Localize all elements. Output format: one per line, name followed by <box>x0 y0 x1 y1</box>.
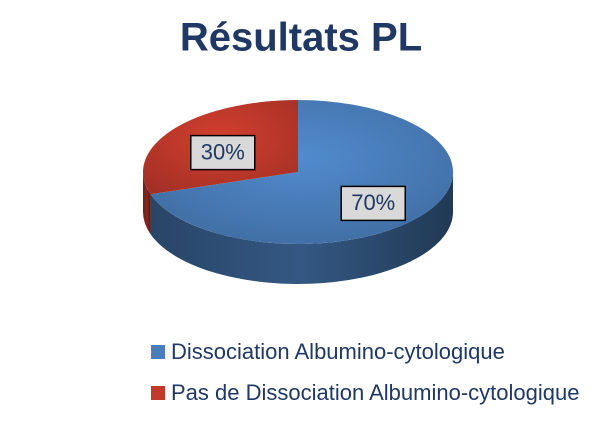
label-box <box>340 185 406 222</box>
chart-title: Résultats PL <box>180 16 422 60</box>
legend-swatch <box>151 345 165 359</box>
slice-side <box>143 172 151 235</box>
legend-swatch <box>151 386 165 400</box>
label-box <box>190 134 256 171</box>
data-label: 30% <box>201 139 245 164</box>
data-label: 70% <box>351 190 395 215</box>
legend-label: Pas de Dissociation Albumino-cytologique <box>171 380 579 405</box>
legend-label: Dissociation Albumino-cytologique <box>171 339 505 364</box>
slice-side <box>150 172 453 284</box>
